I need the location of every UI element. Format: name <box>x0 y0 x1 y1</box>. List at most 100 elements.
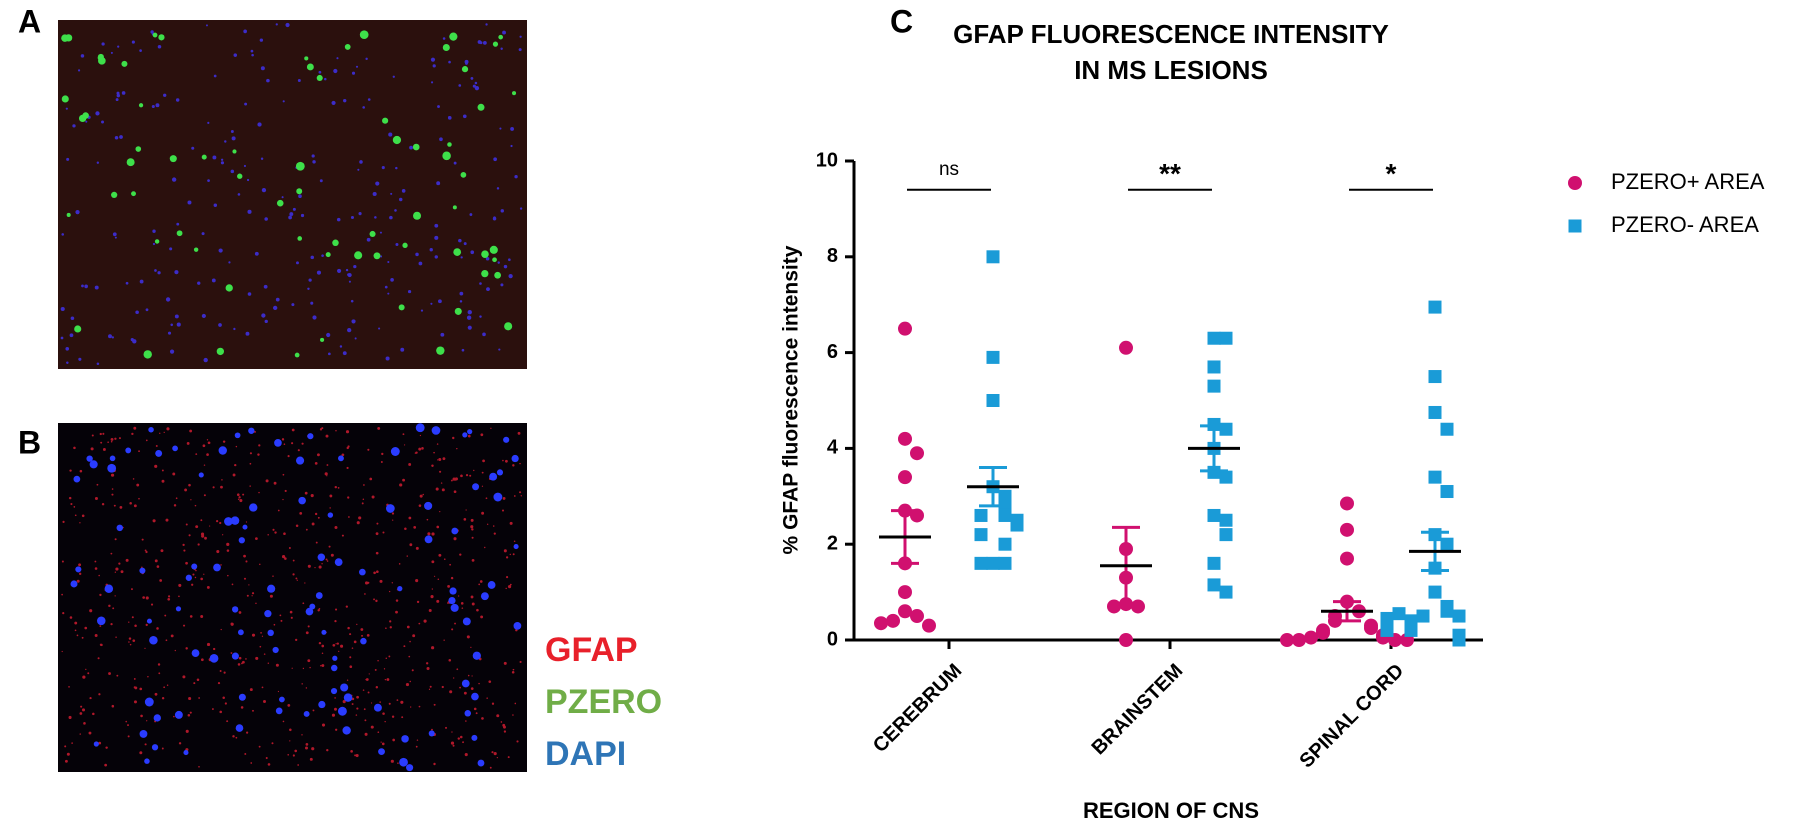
texture-dot <box>390 759 394 763</box>
texture-dot <box>146 618 152 624</box>
texture-dot <box>466 635 470 639</box>
texture-dot <box>218 446 227 455</box>
texture-dot <box>436 443 439 445</box>
texture-dot <box>428 688 431 690</box>
texture-dot <box>231 606 239 613</box>
texture-dot <box>175 98 180 102</box>
texture-dot <box>334 526 338 530</box>
texture-dot <box>134 686 138 690</box>
texture-dot <box>220 158 224 161</box>
data-point <box>974 528 988 542</box>
texture-dot <box>128 637 132 640</box>
texture-dot <box>157 45 162 49</box>
texture-dot <box>206 642 211 647</box>
texture-dot <box>80 705 83 708</box>
texture-dot <box>447 584 451 588</box>
texture-dot <box>488 680 492 684</box>
texture-dot <box>165 297 171 302</box>
texture-dot <box>138 497 140 500</box>
texture-dot <box>315 541 318 544</box>
texture-dot <box>356 521 360 525</box>
texture-dot <box>222 534 224 536</box>
texture-dot <box>379 579 383 583</box>
texture-dot <box>155 444 158 447</box>
texture-dot <box>145 439 148 442</box>
texture-dot <box>133 426 137 430</box>
texture-dot <box>203 357 208 363</box>
texture-dot <box>60 306 65 312</box>
texture-dot <box>406 555 408 557</box>
texture-dot <box>314 462 318 465</box>
texture-dot <box>418 504 422 507</box>
texture-dot <box>291 442 294 445</box>
texture-dot <box>466 315 472 320</box>
texture-dot <box>365 581 369 585</box>
texture-dot <box>389 620 392 623</box>
data-point <box>898 321 912 336</box>
texture-dot <box>114 236 117 239</box>
texture-dot <box>201 154 207 160</box>
texture-dot <box>289 740 291 742</box>
texture-dot <box>152 519 156 523</box>
data-point <box>1131 599 1145 614</box>
texture-dot <box>78 572 82 576</box>
texture-dot <box>249 485 251 487</box>
texture-dot <box>287 753 290 756</box>
texture-dot <box>111 704 115 708</box>
texture-dot <box>511 670 515 674</box>
texture-dot <box>238 537 245 544</box>
chart-title: IN MS LESIONS <box>1074 55 1268 85</box>
texture-dot <box>335 643 337 645</box>
texture-dot <box>95 111 100 116</box>
texture-dot <box>373 703 382 712</box>
texture-dot <box>206 439 209 441</box>
texture-dot <box>191 146 195 150</box>
texture-dot <box>376 570 379 574</box>
texture-dot <box>156 565 160 568</box>
texture-dot <box>341 453 345 457</box>
texture-dot <box>136 483 140 487</box>
texture-dot <box>247 292 252 296</box>
texture-dot <box>381 166 385 170</box>
texture-dot <box>89 609 93 613</box>
texture-dot <box>405 682 410 687</box>
texture-dot <box>333 68 338 74</box>
texture-dot <box>419 434 422 437</box>
texture-dot <box>125 281 129 285</box>
texture-dot <box>339 345 343 348</box>
texture-dot <box>197 543 200 546</box>
texture-dot <box>100 441 103 444</box>
data-point <box>1452 609 1466 623</box>
texture-dot <box>70 580 78 588</box>
texture-dot <box>497 261 500 264</box>
texture-dot <box>236 493 240 497</box>
data-point <box>898 470 912 485</box>
texture-dot <box>492 257 497 263</box>
texture-dot <box>409 145 413 150</box>
texture-dot <box>441 685 444 689</box>
texture-dot <box>226 549 230 552</box>
texture-dot <box>110 623 113 626</box>
data-point <box>1440 537 1454 551</box>
texture-dot <box>163 93 167 97</box>
texture-dot <box>141 538 144 541</box>
texture-dot <box>292 573 295 576</box>
texture-dot <box>481 511 485 515</box>
texture-dot <box>69 333 74 338</box>
texture-dot <box>382 712 385 715</box>
texture-dot <box>195 569 197 572</box>
texture-dot <box>116 524 124 532</box>
texture-dot <box>401 735 409 743</box>
texture-dot <box>298 496 306 505</box>
texture-dot <box>481 269 489 278</box>
texture-dot <box>165 639 168 642</box>
texture-dot <box>487 581 496 589</box>
texture-dot <box>409 680 412 683</box>
texture-dot <box>453 537 457 541</box>
texture-dot <box>438 553 442 557</box>
texture-dot <box>188 696 192 701</box>
texture-dot <box>96 161 100 164</box>
texture-dot <box>359 30 369 40</box>
texture-dot <box>321 664 325 667</box>
texture-dot <box>385 504 395 513</box>
